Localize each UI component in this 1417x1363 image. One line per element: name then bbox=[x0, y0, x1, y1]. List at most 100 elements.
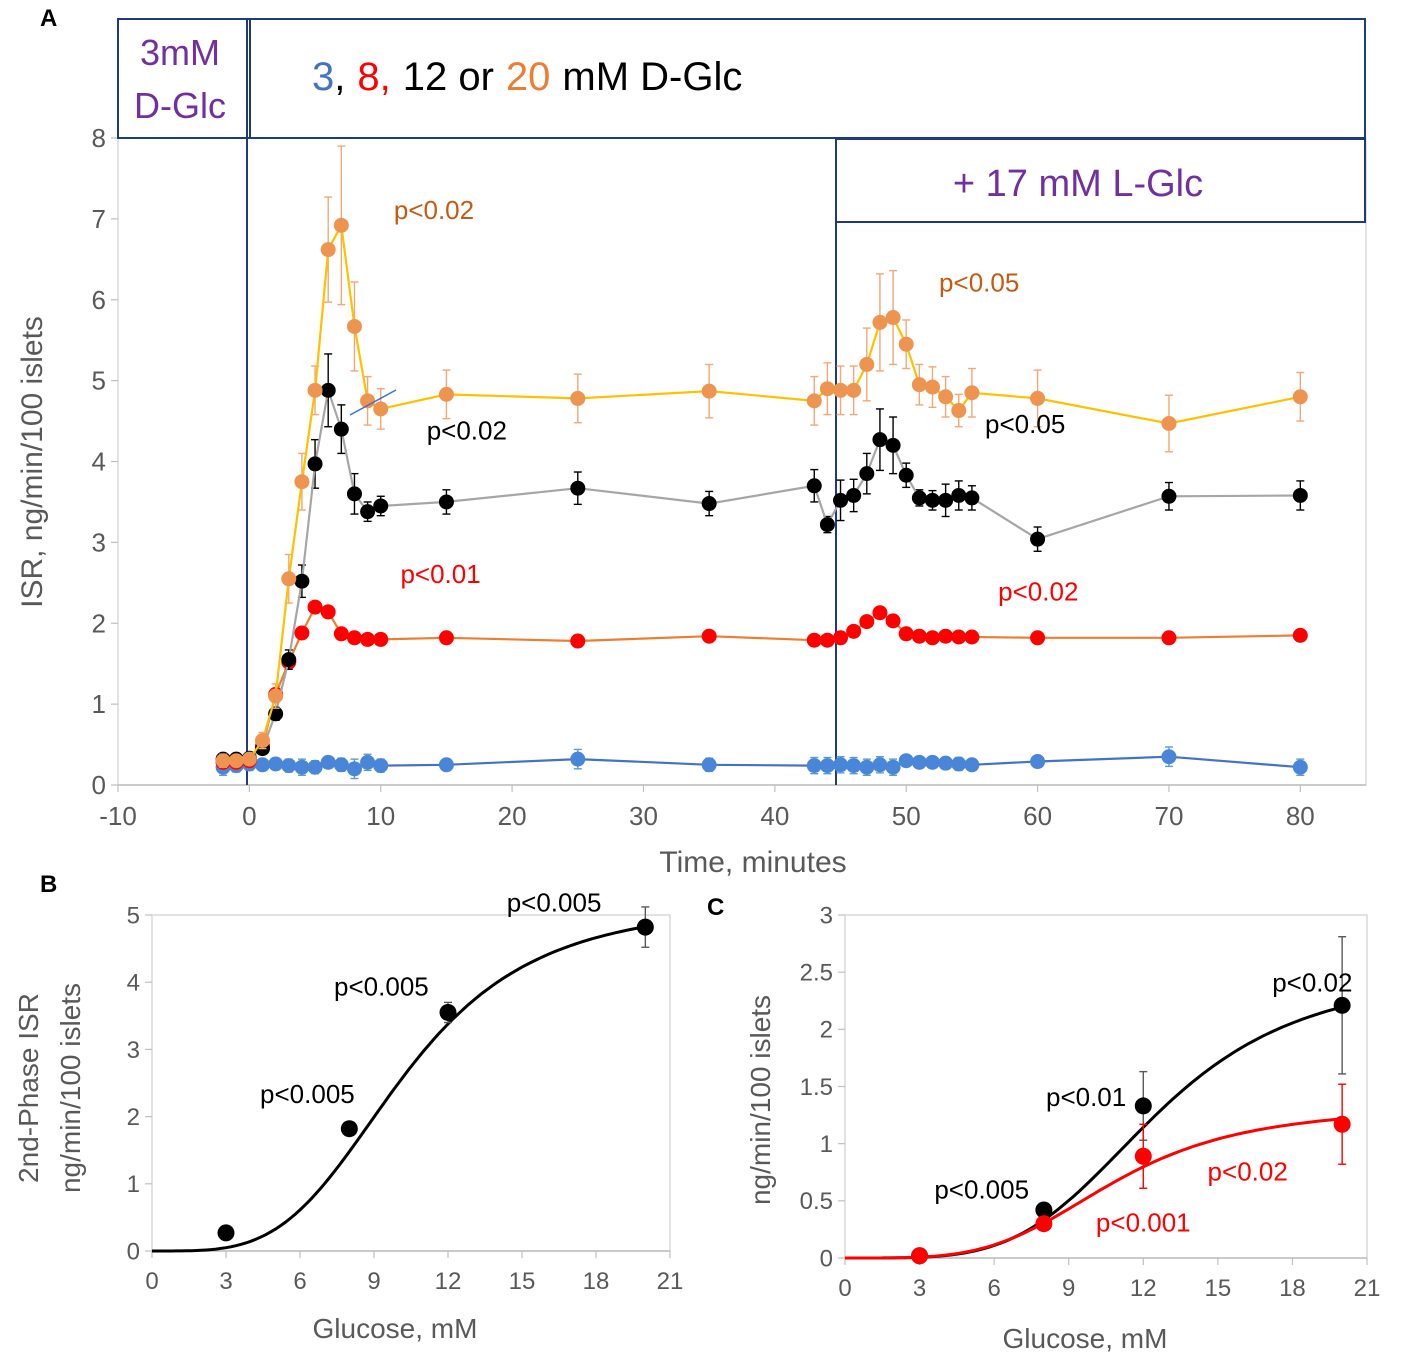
data-point bbox=[320, 242, 336, 258]
data-point bbox=[320, 604, 336, 620]
data-point bbox=[833, 757, 849, 773]
data-point bbox=[373, 498, 389, 514]
data-point bbox=[570, 390, 586, 406]
data-point bbox=[1035, 1215, 1053, 1233]
p-value-label: p<0.01 bbox=[1046, 1082, 1126, 1112]
x-tick-label: 18 bbox=[1279, 1275, 1306, 1302]
y-tick-label: 2 bbox=[820, 1017, 833, 1044]
data-point bbox=[217, 1224, 235, 1242]
data-point bbox=[1161, 415, 1177, 431]
data-point bbox=[924, 630, 940, 646]
data-point bbox=[846, 487, 862, 503]
data-point bbox=[333, 421, 349, 437]
data-point bbox=[806, 758, 822, 774]
data-point bbox=[833, 382, 849, 398]
data-point bbox=[346, 486, 362, 502]
data-point bbox=[636, 918, 654, 936]
data-point bbox=[294, 573, 310, 589]
data-point bbox=[938, 628, 954, 644]
x-tick-label: 0 bbox=[242, 801, 256, 831]
y-tick-label: 0 bbox=[127, 1238, 140, 1265]
x-tick-label: 3 bbox=[913, 1275, 926, 1302]
x-tick-label: 10 bbox=[366, 801, 395, 831]
series-3-mM bbox=[215, 746, 1308, 780]
data-point bbox=[951, 403, 967, 419]
fit-curve bbox=[845, 1005, 1343, 1260]
data-point bbox=[911, 1247, 929, 1265]
p-value-label: p<0.02 bbox=[1208, 1156, 1288, 1186]
data-point bbox=[373, 401, 389, 417]
data-point bbox=[294, 625, 310, 641]
data-point bbox=[255, 757, 271, 773]
series-line bbox=[223, 389, 1301, 761]
y-tick-label: 3 bbox=[820, 902, 833, 929]
panel-label-b: B bbox=[40, 871, 57, 898]
data-point bbox=[241, 751, 257, 767]
x-tick-label: 40 bbox=[760, 801, 789, 831]
data-point bbox=[1333, 1115, 1351, 1133]
data-point bbox=[360, 393, 376, 409]
y-tick-label: 8 bbox=[92, 123, 106, 153]
a-ylabel: ISR, ng/min/100 islets bbox=[16, 316, 49, 608]
box-glucose-conditions bbox=[249, 18, 1366, 139]
data-point bbox=[898, 336, 914, 352]
panel-label-c: C bbox=[707, 894, 724, 921]
x-tick-label: 6 bbox=[293, 1268, 306, 1295]
data-point bbox=[307, 382, 323, 398]
data-point bbox=[294, 759, 310, 775]
y-tick-label: 4 bbox=[92, 447, 106, 477]
data-point bbox=[859, 614, 875, 630]
p-value-label: p<0.02 bbox=[1272, 968, 1352, 998]
series-line bbox=[223, 605, 1301, 764]
box-l-glc bbox=[835, 138, 1366, 223]
data-point bbox=[1161, 488, 1177, 504]
y-tick-label: 5 bbox=[92, 366, 106, 396]
x-tick-label: 0 bbox=[838, 1275, 851, 1302]
data-point bbox=[1030, 754, 1046, 770]
panel-a-series bbox=[215, 145, 1308, 780]
data-point bbox=[1292, 627, 1308, 643]
data-point bbox=[255, 733, 271, 749]
data-point bbox=[859, 759, 875, 775]
data-point bbox=[885, 310, 901, 326]
data-point bbox=[1030, 630, 1046, 646]
data-point bbox=[438, 494, 454, 510]
series-8-mM bbox=[215, 599, 1308, 770]
panel-a-annotations: p<0.02 p<0.05 p<0.02 p<0.05 p<0.01 p<0.02 bbox=[394, 195, 1079, 607]
data-point bbox=[307, 599, 323, 615]
data-point bbox=[307, 759, 323, 775]
data-point bbox=[228, 753, 244, 769]
data-point bbox=[924, 754, 940, 770]
fit-curve bbox=[152, 925, 646, 1253]
data-point bbox=[1030, 390, 1046, 406]
y-tick-label: 1 bbox=[820, 1131, 833, 1158]
data-point bbox=[346, 761, 362, 777]
box-glucose-text: 3, 8, 12 or 20 mM D-Glc bbox=[312, 55, 742, 99]
series-20-mM bbox=[215, 145, 1308, 769]
x-tick-label: 12 bbox=[435, 1268, 462, 1295]
box-l-glc-text: + 17 mM L-Glc bbox=[953, 163, 1203, 205]
x-tick-label: 80 bbox=[1286, 801, 1315, 831]
c-xlabel: Glucose, mM bbox=[1003, 1323, 1168, 1354]
data-point bbox=[859, 466, 875, 482]
data-point bbox=[1134, 1097, 1152, 1115]
data-point bbox=[951, 756, 967, 772]
data-point bbox=[1134, 1147, 1152, 1165]
y-tick-label: 2 bbox=[92, 608, 106, 638]
data-point bbox=[360, 631, 376, 647]
data-point bbox=[898, 626, 914, 642]
data-point bbox=[1292, 759, 1308, 775]
data-point bbox=[951, 487, 967, 503]
data-point bbox=[872, 605, 888, 621]
p-value-label: p<0.02 bbox=[427, 416, 507, 446]
p-value-label: p<0.05 bbox=[985, 409, 1065, 439]
x-tick-label: 30 bbox=[629, 801, 658, 831]
data-point bbox=[885, 613, 901, 629]
y-tick-label: 4 bbox=[127, 970, 140, 997]
y-tick-label: 3 bbox=[92, 527, 106, 557]
data-point bbox=[439, 1003, 457, 1021]
data-point bbox=[215, 753, 231, 769]
